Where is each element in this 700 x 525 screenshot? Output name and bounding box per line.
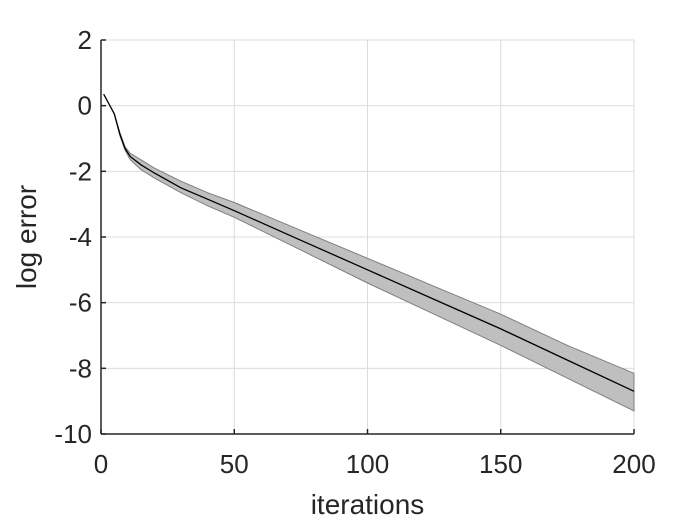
y-tick-label: -4 xyxy=(69,222,92,252)
confidence-band xyxy=(103,93,635,412)
x-axis-label: iterations xyxy=(311,489,425,520)
grid xyxy=(100,39,635,435)
y-tick-label: 0 xyxy=(78,91,92,121)
series-line xyxy=(103,93,635,392)
x-tick-label: 100 xyxy=(346,449,389,479)
x-tick-label: 150 xyxy=(479,449,522,479)
y-axis-label: log error xyxy=(11,185,42,289)
x-tick-label: 0 xyxy=(94,449,108,479)
x-axis-ticks: 0 50 100 150 200 xyxy=(94,429,656,479)
y-tick-label: 2 xyxy=(78,25,92,55)
x-tick-label: 200 xyxy=(612,449,655,479)
y-axis-ticks: 2 0 -2 -4 -6 -8 -10 xyxy=(54,25,106,449)
y-tick-label: -6 xyxy=(69,288,92,318)
y-tick-label: -2 xyxy=(69,156,92,186)
y-tick-label: -8 xyxy=(69,353,92,383)
y-tick-label: -10 xyxy=(54,419,92,449)
x-tick-label: 50 xyxy=(220,449,249,479)
